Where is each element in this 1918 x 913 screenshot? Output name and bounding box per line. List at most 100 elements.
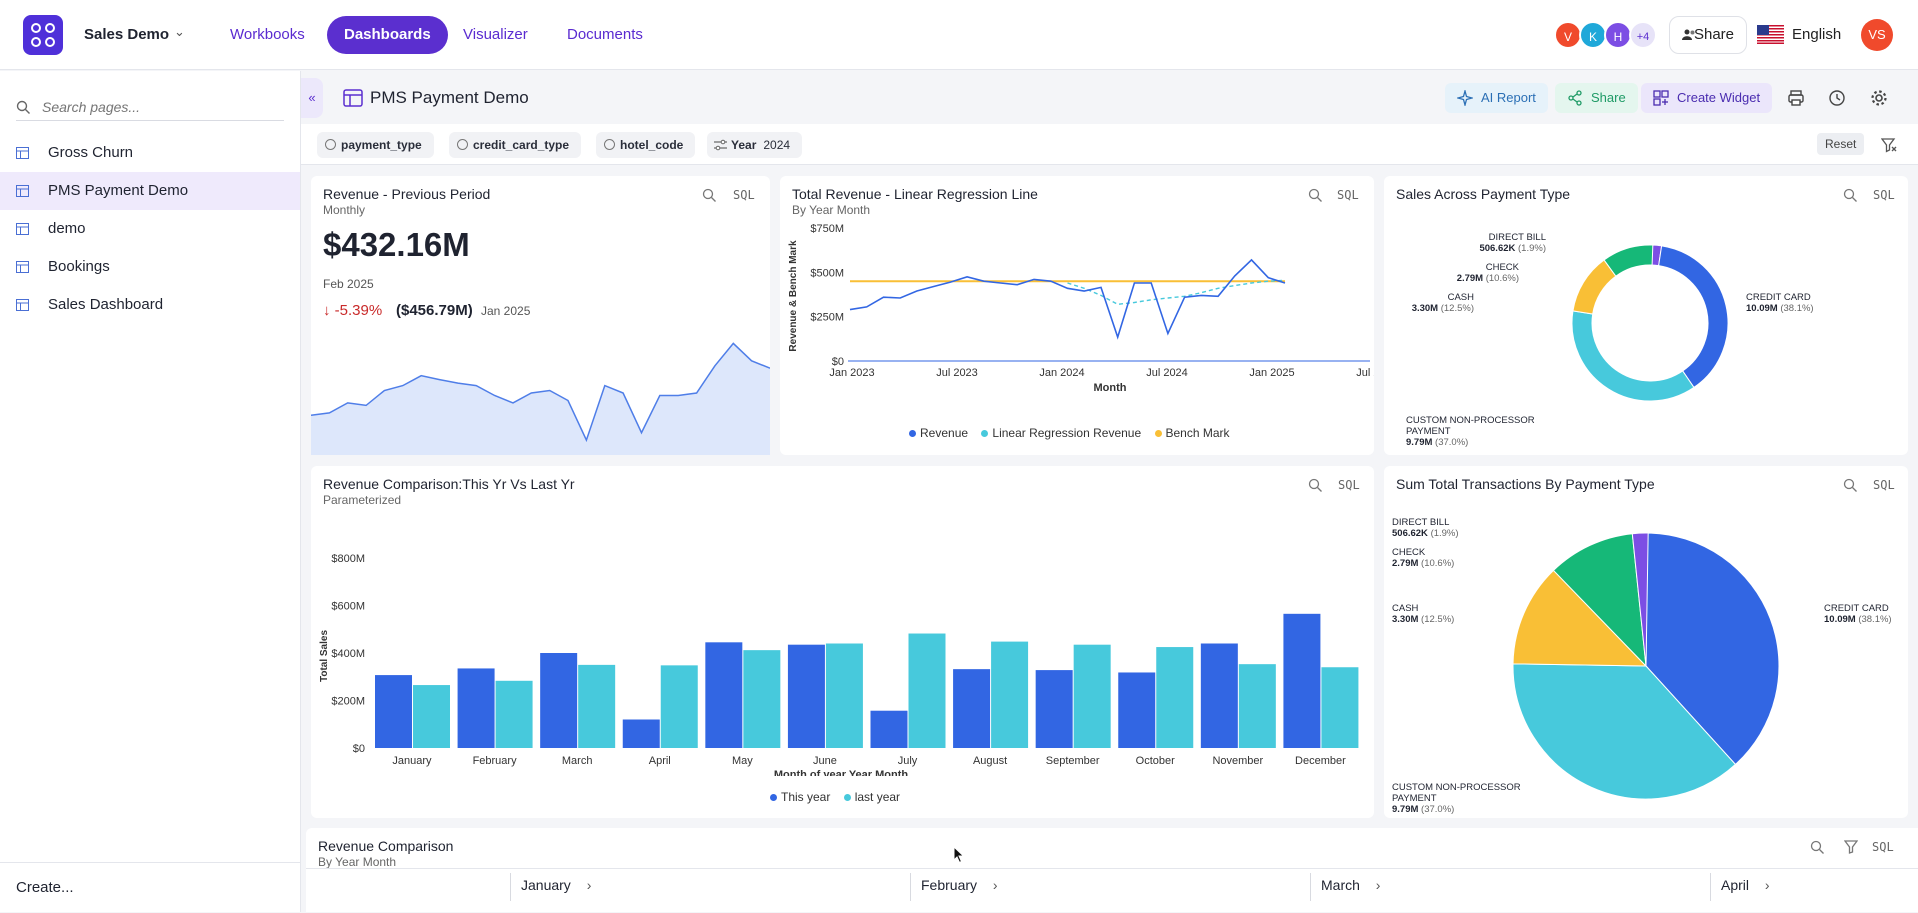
tab-visualizer[interactable]: Visualizer bbox=[463, 26, 528, 43]
column-header-january[interactable]: January › bbox=[521, 877, 591, 893]
legend-item[interactable]: This year bbox=[770, 790, 830, 804]
print-icon[interactable] bbox=[1787, 89, 1805, 107]
gear-icon[interactable] bbox=[1870, 89, 1888, 107]
kpi-delta: ↓ -5.39% bbox=[323, 302, 383, 319]
zoom-icon[interactable] bbox=[1843, 478, 1858, 493]
sidebar-item-demo[interactable]: demo bbox=[0, 210, 300, 248]
reset-button[interactable]: Reset bbox=[1817, 133, 1865, 155]
create-button[interactable]: Create... bbox=[0, 862, 300, 912]
filter-chip-payment-type[interactable]: payment_type bbox=[317, 132, 434, 158]
filter-icon[interactable] bbox=[1844, 840, 1858, 854]
card-title: Revenue - Previous Period bbox=[323, 186, 491, 202]
y-tick-label: $750M bbox=[810, 223, 844, 235]
column-divider bbox=[510, 873, 511, 901]
legend-item[interactable]: Bench Mark bbox=[1154, 426, 1230, 440]
app-logo-icon[interactable] bbox=[23, 15, 63, 55]
avatar-more[interactable]: +4 bbox=[1629, 21, 1657, 49]
bar-card: Revenue Comparison:This Yr Vs Last Yr Pa… bbox=[311, 466, 1374, 818]
ai-report-label: AI Report bbox=[1481, 90, 1536, 105]
app-name[interactable]: Sales Demo bbox=[84, 26, 170, 43]
card-title: Revenue Comparison bbox=[318, 838, 454, 854]
filter-chip-hotel-code[interactable]: hotel_code bbox=[596, 132, 696, 158]
pie-slice bbox=[1512, 663, 1737, 800]
zoom-icon[interactable] bbox=[1308, 478, 1323, 493]
widget-icon bbox=[1653, 90, 1669, 106]
x-tick-label: September bbox=[1046, 755, 1100, 767]
sidebar-item-bookings[interactable]: Bookings bbox=[0, 248, 300, 286]
sidebar-item-label: Sales Dashboard bbox=[48, 296, 164, 313]
sql-button[interactable]: SQL bbox=[1873, 188, 1895, 202]
history-icon[interactable] bbox=[1828, 89, 1846, 107]
pie-card: Sum Total Transactions By Payment Type S… bbox=[1384, 466, 1908, 818]
language-selector[interactable]: English bbox=[1792, 26, 1842, 43]
column-header-february[interactable]: February › bbox=[921, 877, 998, 893]
bar bbox=[1200, 643, 1238, 748]
sidebar-item-label: PMS Payment Demo bbox=[48, 182, 189, 199]
ai-report-button[interactable]: AI Report bbox=[1445, 83, 1548, 113]
column-label: March bbox=[1321, 877, 1360, 893]
slice-percent: (10.6%) bbox=[1486, 273, 1519, 284]
search-input[interactable] bbox=[42, 95, 282, 119]
dashboard-icon bbox=[16, 261, 29, 273]
zoom-icon[interactable] bbox=[1810, 840, 1825, 855]
sidebar-item-sales-dashboard[interactable]: Sales Dashboard bbox=[0, 286, 300, 324]
create-widget-button[interactable]: Create Widget bbox=[1641, 83, 1773, 113]
slice-value: 3.30M (12.5%) bbox=[1392, 614, 1454, 625]
zoom-icon[interactable] bbox=[1308, 188, 1323, 203]
bar bbox=[660, 665, 698, 748]
filter-chip-credit-card-type[interactable]: credit_card_type bbox=[449, 132, 582, 158]
column-label: January bbox=[521, 877, 571, 893]
avatar[interactable]: H bbox=[1604, 21, 1632, 49]
share-button[interactable]: Share bbox=[1669, 16, 1747, 54]
chevron-right-icon[interactable]: › bbox=[992, 877, 998, 893]
zoom-icon[interactable] bbox=[1843, 188, 1858, 203]
column-header-march[interactable]: March › bbox=[1321, 877, 1380, 893]
chevron-right-icon[interactable]: › bbox=[1764, 877, 1770, 893]
series-line-linear-regression-revenue bbox=[1067, 279, 1286, 306]
filter-icon bbox=[325, 139, 336, 150]
tab-documents[interactable]: Documents bbox=[567, 26, 643, 43]
tab-dashboards[interactable]: Dashboards bbox=[327, 16, 448, 54]
x-tick-label: June bbox=[813, 755, 837, 767]
slice-label: CASH bbox=[1392, 603, 1419, 614]
filter-chip-year[interactable]: Year 2024 bbox=[707, 132, 803, 158]
kpi-value: $432.16M bbox=[323, 226, 470, 263]
slice-percent: (12.5%) bbox=[1441, 303, 1474, 314]
column-divider bbox=[1310, 873, 1311, 901]
sidebar-item-gross-churn[interactable]: Gross Churn bbox=[0, 134, 300, 172]
sql-button[interactable]: SQL bbox=[1872, 840, 1894, 854]
x-axis-title: Month bbox=[1094, 382, 1127, 394]
legend-item[interactable]: Linear Regression Revenue bbox=[981, 426, 1141, 440]
bar-chart: $800M $600M $400M $200M $0 Total Sales January… bbox=[319, 553, 1359, 776]
chevron-right-icon[interactable]: › bbox=[586, 877, 592, 893]
chevron-down-icon[interactable]: ⌄ bbox=[174, 24, 185, 39]
chart-legend: This year last year bbox=[770, 790, 910, 804]
column-header-april[interactable]: April › bbox=[1721, 877, 1770, 893]
filter-bar: payment_type credit_card_type hotel_code… bbox=[301, 124, 1918, 165]
sidebar-item-pms-payment-demo[interactable]: PMS Payment Demo bbox=[0, 172, 300, 210]
sidebar-item-label: Bookings bbox=[48, 258, 110, 275]
dashboard-icon bbox=[16, 299, 29, 311]
chevron-right-icon[interactable]: › bbox=[1375, 877, 1381, 893]
clear-filter-icon[interactable] bbox=[1881, 137, 1897, 153]
collapse-sidebar-button[interactable]: « bbox=[301, 78, 323, 118]
sql-button[interactable]: SQL bbox=[733, 188, 755, 202]
avatar[interactable]: V bbox=[1554, 21, 1582, 49]
dashboard-icon bbox=[16, 185, 29, 197]
sql-button[interactable]: SQL bbox=[1338, 478, 1360, 492]
slice-value: 9.79M (37.0%) bbox=[1392, 804, 1454, 815]
card-subtitle: Monthly bbox=[323, 203, 366, 217]
legend-item[interactable]: Revenue bbox=[909, 426, 968, 440]
slice-percent: (37.0%) bbox=[1421, 804, 1454, 815]
x-tick-label: Jul 2024 bbox=[1146, 367, 1188, 379]
zoom-icon[interactable] bbox=[702, 188, 717, 203]
sql-button[interactable]: SQL bbox=[1337, 188, 1359, 202]
bar bbox=[743, 650, 781, 748]
sql-button[interactable]: SQL bbox=[1873, 478, 1895, 492]
tab-workbooks[interactable]: Workbooks bbox=[230, 26, 305, 43]
dashboard-share-button[interactable]: Share bbox=[1555, 83, 1638, 113]
avatar[interactable]: K bbox=[1579, 21, 1607, 49]
user-avatar[interactable]: VS bbox=[1861, 19, 1893, 51]
legend-item[interactable]: last year bbox=[843, 790, 900, 804]
donut-slice bbox=[1571, 310, 1695, 402]
